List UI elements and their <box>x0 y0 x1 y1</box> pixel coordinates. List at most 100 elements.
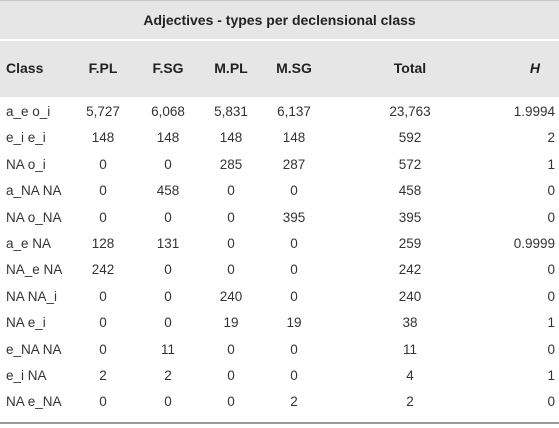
cell-class: NA e_NA <box>6 394 62 410</box>
table-row: e_i NA 2 2 0 0 4 1 <box>0 361 559 387</box>
cell-fpl: 128 <box>91 235 115 251</box>
cell-msg: 287 <box>282 156 306 172</box>
cell-msg: 0 <box>290 288 298 304</box>
cell-fsg: 0 <box>164 262 172 278</box>
cell-total: 11 <box>402 341 417 357</box>
cell-class: a_e o_i <box>6 104 51 119</box>
cell-total: 242 <box>398 262 422 278</box>
cell-fpl: 0 <box>99 315 107 331</box>
table-title: Adjectives - types per declensional clas… <box>143 12 416 28</box>
table-body: a_e o_i 5,727 6,068 5,831 6,137 23,763 1… <box>0 97 559 414</box>
cell-h: 0 <box>547 209 555 225</box>
cell-fsg: 148 <box>156 130 180 146</box>
cell-h: 0 <box>547 341 555 357</box>
cell-fpl: 242 <box>91 262 115 278</box>
header-class: Class <box>6 60 44 76</box>
cell-class: a_e NA <box>6 235 52 251</box>
cell-msg: 0 <box>290 183 298 199</box>
cell-fsg: 2 <box>164 367 172 383</box>
cell-msg: 6,137 <box>277 104 311 119</box>
cell-mpl: 240 <box>219 288 243 304</box>
table-row: NA NA_i 0 0 240 0 240 0 <box>0 282 559 308</box>
cell-msg: 0 <box>290 367 298 383</box>
cell-total: 4 <box>406 367 414 383</box>
table-row: a_NA NA 0 458 0 0 458 0 <box>0 176 559 202</box>
table-row: a_e o_i 5,727 6,068 5,831 6,137 23,763 1… <box>0 97 559 123</box>
table-row: NA o_i 0 0 285 287 572 1 <box>0 150 559 176</box>
table-row: NA e_i 0 0 19 19 38 1 <box>0 308 559 334</box>
cell-fsg: 458 <box>156 183 180 199</box>
cell-h: 0 <box>547 262 555 278</box>
cell-fsg: 6,068 <box>151 104 185 119</box>
cell-fpl: 0 <box>99 183 107 199</box>
table-bottom-rule <box>0 422 559 424</box>
header-msg: M.SG <box>276 60 312 76</box>
table-row: a_e NA 128 131 0 0 259 0.9999 <box>0 229 559 255</box>
cell-msg: 0 <box>290 341 298 357</box>
cell-fsg: 11 <box>160 341 175 357</box>
cell-h: 1 <box>547 367 555 383</box>
cell-class: e_i e_i <box>6 130 46 146</box>
cell-fsg: 0 <box>164 315 172 331</box>
cell-msg: 2 <box>290 394 298 410</box>
cell-class: e_NA NA <box>6 341 62 357</box>
cell-mpl: 19 <box>223 315 239 331</box>
header-h: H <box>529 60 540 76</box>
cell-fsg: 0 <box>164 394 172 410</box>
cell-msg: 0 <box>290 235 298 251</box>
cell-total: 259 <box>398 235 422 251</box>
cell-total: 2 <box>406 394 414 410</box>
cell-mpl: 0 <box>227 183 235 199</box>
cell-total: 572 <box>398 156 422 172</box>
cell-total: 458 <box>398 183 422 199</box>
cell-h: 1.9994 <box>513 104 555 119</box>
cell-msg: 0 <box>290 262 298 278</box>
cell-mpl: 285 <box>219 156 243 172</box>
cell-mpl: 0 <box>227 262 235 278</box>
header-total: Total <box>393 60 427 76</box>
cell-fsg: 0 <box>164 156 172 172</box>
cell-h: 0 <box>547 183 555 199</box>
header-fsg: F.SG <box>152 60 184 76</box>
cell-class: NA NA_i <box>6 288 58 304</box>
cell-class: e_i NA <box>6 367 47 383</box>
cell-mpl: 0 <box>227 341 235 357</box>
cell-class: NA_e NA <box>6 262 63 278</box>
cell-class: NA e_i <box>6 315 46 331</box>
cell-total: 38 <box>402 315 418 331</box>
cell-total: 592 <box>398 130 422 146</box>
cell-fpl: 0 <box>99 394 107 410</box>
cell-msg: 148 <box>282 130 306 146</box>
cell-h: 1 <box>547 156 555 172</box>
cell-mpl: 0 <box>227 209 235 225</box>
table-row: NA o_NA 0 0 0 395 395 0 <box>0 203 559 229</box>
cell-fsg: 0 <box>164 288 172 304</box>
cell-msg: 395 <box>282 209 306 225</box>
cell-h: 0 <box>547 394 555 410</box>
cell-fsg: 131 <box>156 235 180 251</box>
cell-mpl: 0 <box>227 394 235 410</box>
cell-h: 2 <box>547 130 555 146</box>
cell-mpl: 0 <box>227 235 235 251</box>
cell-mpl: 148 <box>219 130 243 146</box>
cell-class: a_NA NA <box>6 183 62 199</box>
cell-total: 395 <box>398 209 422 225</box>
cell-fpl: 5,727 <box>86 104 120 119</box>
cell-mpl: 5,831 <box>214 104 248 119</box>
cell-class: NA o_NA <box>6 209 62 225</box>
cell-fpl: 2 <box>99 367 107 383</box>
table-row: NA e_NA 0 0 0 2 2 0 <box>0 387 559 413</box>
table-row: e_NA NA 0 11 0 0 11 0 <box>0 335 559 361</box>
cell-h: 0 <box>547 288 555 304</box>
table-row: NA_e NA 242 0 0 0 242 0 <box>0 255 559 281</box>
cell-fpl: 0 <box>99 288 107 304</box>
table-row: e_i e_i 148 148 148 148 592 2 <box>0 123 559 149</box>
cell-h: 0.9999 <box>513 235 555 251</box>
header-fpl: F.PL <box>88 60 118 76</box>
header-mpl: M.PL <box>214 60 248 76</box>
cell-h: 1 <box>547 315 555 331</box>
table-title-band: Adjectives - types per declensional clas… <box>0 0 559 39</box>
table-header-row: Class F.PL F.SG M.PL M.SG Total H <box>0 40 559 97</box>
cell-class: NA o_i <box>6 156 46 172</box>
